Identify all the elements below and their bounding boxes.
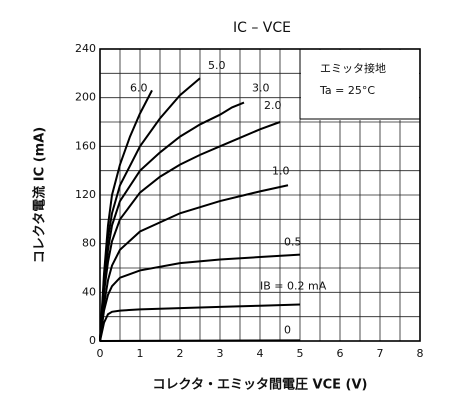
annotation: Ta = 25°C: [319, 84, 375, 97]
y-tick-label: 0: [89, 334, 96, 347]
y-tick-label: 200: [75, 91, 96, 104]
x-tick-label: 6: [337, 347, 344, 360]
annotation: エミッタ接地: [320, 62, 386, 75]
y-tick-label: 120: [75, 188, 96, 201]
x-tick-label: 5: [297, 347, 304, 360]
curve-label: 0.5: [284, 236, 302, 249]
curve-label: 0: [284, 323, 291, 336]
chart-title: IC – VCE: [233, 20, 291, 36]
y-tick-label: 160: [75, 139, 96, 152]
x-tick-label: 4: [257, 347, 264, 360]
note-box: [301, 50, 419, 120]
x-axis-label: コレクタ・エミッタ間電圧 VCE (V): [153, 378, 368, 393]
curve: [99, 101, 245, 342]
curve: [99, 121, 281, 342]
curve-label: 3.0: [252, 82, 270, 95]
x-tick-label: 1: [137, 347, 144, 360]
y-tick-label: 40: [82, 285, 96, 298]
y-axis-label: コレクタ電流 IC (mA): [32, 127, 48, 263]
curve: [99, 77, 201, 342]
y-tick-label: 80: [82, 237, 96, 250]
curve: [99, 253, 301, 342]
curve-label: 1.0: [272, 164, 290, 177]
curve-label: 5.0: [208, 59, 226, 72]
curve: [99, 89, 153, 342]
curve: [99, 184, 289, 342]
x-tick-label: 2: [177, 347, 184, 360]
curve: [99, 339, 301, 342]
y-tick-label: 240: [75, 42, 96, 55]
x-tick-label: 8: [417, 347, 424, 360]
x-tick-label: 7: [377, 347, 384, 360]
curve-label: 6.0: [130, 81, 148, 94]
curve: [99, 303, 301, 342]
x-tick-label: 0: [97, 347, 104, 360]
curve-label: 2.0: [264, 99, 282, 112]
curve-label: IB = 0.2 mA: [260, 280, 327, 293]
x-tick-label: 3: [217, 347, 224, 360]
